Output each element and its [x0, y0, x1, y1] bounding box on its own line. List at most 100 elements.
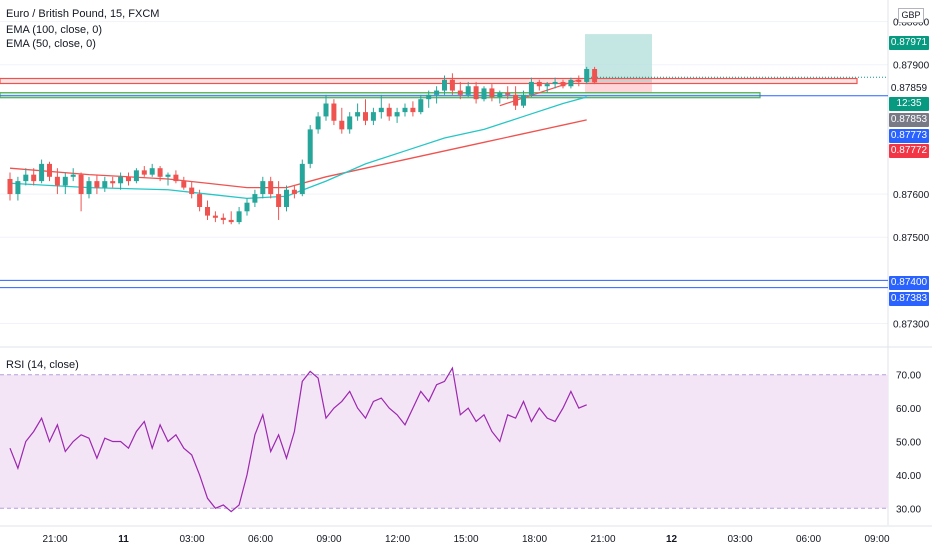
candle-body	[284, 189, 289, 207]
price-tick-label: 0.87600	[893, 190, 930, 201]
candle-body	[268, 181, 274, 195]
candle-body	[181, 181, 187, 188]
time-tick-label: 21:00	[42, 534, 67, 545]
candle-body	[584, 69, 590, 82]
candle-body	[244, 202, 250, 212]
candle-body	[402, 107, 408, 113]
candle-body	[307, 129, 313, 164]
rsi-band	[0, 374, 888, 509]
candle-body	[370, 112, 376, 121]
time-tick-label: 12:00	[385, 534, 410, 545]
support2-price-tag: 0.87383	[889, 292, 929, 306]
candle-body	[126, 176, 131, 182]
candle-body	[386, 107, 392, 117]
candle-body	[457, 90, 463, 95]
candle-body	[94, 181, 100, 188]
trendline	[499, 79, 579, 107]
candle-body	[592, 69, 598, 83]
time-tick-label: 15:00	[453, 534, 478, 545]
candle-body	[220, 217, 226, 220]
candle-body	[236, 211, 242, 223]
candle-body	[442, 79, 447, 91]
candle-body	[378, 107, 384, 113]
candle-body	[331, 103, 337, 121]
candle-body	[544, 84, 550, 87]
candle-body	[481, 88, 487, 100]
time-tick-label: 03:00	[179, 534, 204, 545]
currency-badge[interactable]: GBP	[898, 8, 924, 23]
candle-body	[189, 187, 195, 195]
stop-loss-zone	[585, 82, 652, 93]
candle-body	[260, 181, 266, 195]
time-tick-label: 18:00	[522, 534, 547, 545]
countdown-tag: 12:35	[889, 97, 929, 111]
candle-body	[299, 163, 305, 195]
ema100-legend: EMA (100, close, 0)	[6, 24, 102, 36]
candle-body	[363, 112, 368, 121]
rsi-tick-label: 50.00	[896, 438, 921, 449]
support1-price-tag: 0.87400	[889, 276, 929, 290]
candle-body	[252, 194, 258, 203]
ema50-legend: EMA (50, close, 0)	[6, 38, 96, 50]
candle-body	[552, 81, 558, 85]
last-price-tag: 0.87859	[889, 82, 929, 96]
candle-body	[434, 90, 440, 95]
time-tick-label: 21:00	[590, 534, 615, 545]
candle-body	[473, 86, 479, 100]
candle-body	[568, 79, 574, 87]
resistance-zone	[0, 77, 858, 85]
candle-body	[23, 174, 29, 182]
candle-body	[173, 174, 179, 182]
ema50-price-tag: 0.87773	[889, 129, 929, 143]
candle-body	[276, 194, 282, 207]
time-tick-label: 06:00	[796, 534, 821, 545]
candle-body	[347, 116, 353, 130]
candle-body	[165, 174, 171, 177]
candle-body	[228, 219, 234, 223]
candle-body	[339, 120, 345, 130]
candle-body	[528, 81, 534, 95]
candle-body	[205, 207, 210, 216]
time-tick-label: 11	[118, 534, 129, 545]
candle-body	[62, 176, 68, 186]
ema100-price-tag: 0.87772	[889, 144, 929, 158]
time-tick-label: 03:00	[727, 534, 752, 545]
candle-body	[465, 86, 471, 95]
candle-body	[70, 174, 76, 177]
candle-body	[102, 181, 108, 188]
symbol-title: Euro / British Pound, 15, FXCM	[6, 8, 160, 20]
rsi-tick-label: 60.00	[896, 404, 921, 415]
candle-body	[47, 163, 52, 177]
candle-body	[513, 94, 519, 106]
support-zone	[0, 92, 761, 99]
candle-body	[489, 88, 495, 98]
candle-body	[197, 194, 203, 207]
candle-body	[418, 99, 424, 113]
rsi-tick-label: 30.00	[896, 504, 921, 515]
candle-body	[110, 181, 116, 184]
rsi-legend: RSI (14, close)	[6, 359, 79, 371]
candle-body	[78, 174, 84, 195]
candle-body	[449, 79, 455, 91]
candle-body	[536, 81, 542, 87]
price-tick-label: 0.87500	[893, 233, 930, 244]
candle-body	[355, 112, 361, 117]
price-tick-label: 0.88000	[893, 18, 930, 29]
time-tick-label: 09:00	[316, 534, 341, 545]
rsi-tick-label: 40.00	[896, 471, 921, 482]
candle-body	[212, 215, 218, 218]
candle-body	[15, 181, 21, 195]
candle-body	[31, 174, 37, 182]
entry-price-tag: 0.87853	[889, 113, 929, 127]
candle-body	[315, 116, 321, 130]
candle-body	[323, 103, 329, 117]
candle-body	[39, 163, 45, 182]
ema50-line	[9, 96, 587, 200]
candle-body	[497, 92, 503, 98]
candle-body	[149, 168, 155, 175]
candle-body	[410, 107, 416, 113]
candle-body	[291, 189, 297, 195]
candle-body	[86, 181, 92, 195]
candle-body	[394, 112, 400, 117]
